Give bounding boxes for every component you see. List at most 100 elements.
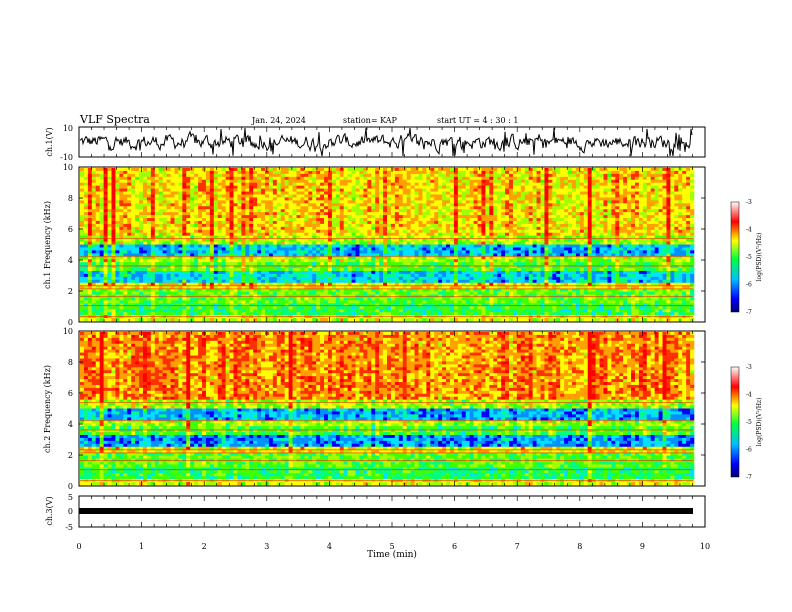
spectrogram-cell	[638, 168, 644, 172]
spectrogram-cell	[229, 247, 234, 251]
spectrogram-cell	[654, 229, 659, 234]
spectrogram-cell	[532, 250, 537, 254]
spectrogram-cell	[623, 173, 628, 178]
spectrogram-cell	[178, 247, 183, 251]
spectrogram-cell	[406, 256, 411, 260]
spectrogram-cell	[390, 188, 396, 192]
spectrogram-cell	[146, 203, 152, 207]
spectrogram-cell	[162, 176, 167, 181]
spectrogram-cell	[662, 250, 667, 254]
spectrogram-cell	[414, 203, 419, 207]
spectrogram-cell	[91, 253, 97, 257]
spectrogram-cell	[316, 215, 321, 219]
spectrogram-cell	[457, 226, 463, 231]
spectrogram-cell	[316, 247, 321, 251]
spectrogram-cell	[682, 218, 687, 222]
spectrogram-cell	[678, 244, 683, 248]
spectrogram-cell	[261, 259, 266, 263]
spectrogram-cell	[579, 170, 585, 175]
spectrogram-cell	[111, 200, 116, 204]
spectrogram-cell	[87, 235, 93, 239]
spectrogram-cell	[87, 194, 93, 198]
spectrogram-cell	[91, 215, 97, 219]
spectrogram-cell	[615, 200, 620, 204]
spectrogram-cell	[390, 170, 396, 175]
spectrogram-cell	[154, 206, 160, 210]
spectrogram-cell	[237, 203, 242, 207]
spectrogram-cell	[438, 170, 443, 175]
spectrogram-cell	[548, 170, 553, 175]
spectrogram-cell	[327, 238, 333, 242]
spectrogram-cell	[571, 168, 577, 172]
spectrogram-cell	[461, 215, 467, 219]
spectrogram-cell	[268, 206, 274, 210]
spectrogram-cell	[477, 253, 482, 257]
spectrogram-cell	[158, 223, 163, 228]
spectrogram-cell	[634, 244, 640, 248]
spectrogram-cell	[170, 238, 175, 242]
spectrogram-cell	[284, 215, 289, 219]
spectrogram-cell	[123, 179, 128, 184]
spectrogram-cell	[473, 168, 478, 172]
spectrogram-cell	[477, 182, 482, 186]
spectrogram-cell	[591, 200, 596, 204]
spectrogram-cell	[638, 203, 644, 207]
spectrogram-cell	[611, 185, 616, 189]
spectrogram-cell	[245, 259, 250, 263]
spectrogram-cell	[575, 188, 581, 192]
spectrogram-cell	[406, 197, 411, 201]
spectrogram-cell	[465, 185, 470, 189]
spectrogram-cell	[634, 241, 640, 245]
spectrogram-cell	[261, 203, 266, 207]
spectrogram-cell	[379, 194, 384, 198]
spectrogram-cell	[91, 250, 97, 254]
spectrogram-cell	[469, 226, 474, 231]
spectrogram-cell	[139, 212, 144, 216]
spectrogram-cell	[249, 229, 254, 234]
spectrogram-cell	[343, 253, 348, 257]
spectrogram-cell	[139, 200, 144, 204]
spectrogram-cell	[678, 182, 683, 186]
spectrogram-cell	[339, 256, 345, 260]
spectrogram-cell	[119, 241, 124, 245]
spectrogram-cell	[111, 232, 116, 236]
spectrogram-cell	[367, 176, 372, 181]
spectrogram-cell	[575, 209, 581, 213]
spectrogram-cell	[674, 253, 679, 257]
spectrogram-cell	[615, 209, 620, 213]
spectrogram-cell	[654, 232, 659, 236]
spectrogram-cell	[170, 212, 175, 216]
spectrogram-cell	[367, 203, 372, 207]
spectrogram-cell	[430, 170, 435, 175]
spectrogram-cell	[442, 203, 447, 207]
spectrogram-cell	[249, 203, 254, 207]
spectrogram-cell	[422, 226, 427, 231]
spectrogram-cell	[387, 259, 392, 263]
spectrogram-cell	[91, 191, 97, 195]
spectrogram-cell	[548, 200, 553, 204]
spectrogram-cell	[686, 223, 691, 228]
spectrogram-cell	[615, 247, 620, 251]
spectrogram-cell	[379, 215, 384, 219]
spectrogram-cell	[261, 173, 266, 178]
spectrogram-cell	[253, 220, 258, 225]
spectrogram-cell	[540, 229, 545, 234]
spectrogram-cell	[611, 188, 616, 192]
spectrogram-cell	[402, 176, 407, 181]
spectrogram-cell	[316, 182, 321, 186]
spectrogram-cell	[583, 259, 589, 263]
spectrogram-cell	[237, 209, 242, 213]
spectrogram-cell	[237, 247, 242, 251]
spectrogram-cell	[371, 235, 376, 239]
spectrogram-cell	[359, 256, 364, 260]
spectrogram-cell	[524, 215, 529, 219]
spectrogram-cell	[512, 179, 518, 184]
spectrogram-cell	[245, 226, 250, 231]
spectrogram-cell	[398, 218, 404, 222]
spectrogram-cell	[87, 247, 93, 251]
spectrogram-cell	[422, 209, 427, 213]
spectrogram-cell	[253, 232, 258, 236]
spectrogram-cell	[398, 200, 404, 204]
spectrogram-cell	[654, 188, 659, 192]
spectrogram-cell	[87, 212, 93, 216]
